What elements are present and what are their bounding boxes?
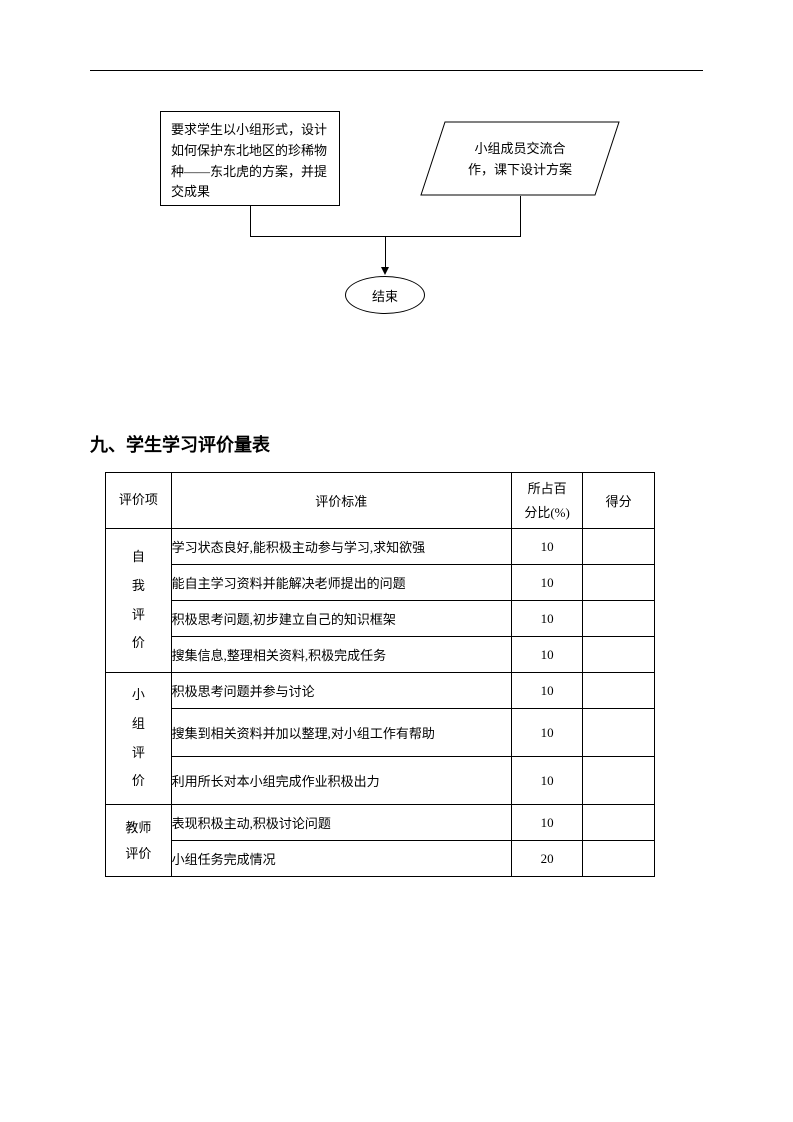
flowchart: 要求学生以小组形式，设计如何保护东北地区的珍稀物种——东北虎的方案，并提交成果 …: [90, 111, 703, 371]
score-cell: [583, 529, 655, 565]
table-header-row: 评价项 评价标准 所占百 分比(%) 得分: [106, 473, 655, 529]
standard-cell: 学习状态良好,能积极主动参与学习,求知欲强: [171, 529, 511, 565]
score-cell: [583, 709, 655, 757]
standard-cell: 能自主学习资料并能解决老师提出的问题: [171, 565, 511, 601]
table-row: 利用所长对本小组完成作业积极出力 10: [106, 757, 655, 805]
percent-cell: 10: [511, 565, 583, 601]
table-row: 积极思考问题,初步建立自己的知识框架 10: [106, 601, 655, 637]
flowchart-io-box: 小组成员交流合 作，课下设计方案: [420, 121, 620, 196]
percent-cell: 10: [511, 673, 583, 709]
table-row: 教师 评价 表现积极主动,积极讨论问题 10: [106, 805, 655, 841]
score-cell: [583, 637, 655, 673]
header-category: 评价项: [106, 473, 172, 529]
section-heading: 九、学生学习评价量表: [90, 431, 703, 457]
connector-line: [385, 236, 386, 269]
header-percent: 所占百 分比(%): [511, 473, 583, 529]
standard-cell: 积极思考问题并参与讨论: [171, 673, 511, 709]
connector-line: [520, 196, 521, 236]
score-cell: [583, 757, 655, 805]
page-top-rule: [90, 70, 703, 71]
standard-cell: 表现积极主动,积极讨论问题: [171, 805, 511, 841]
score-cell: [583, 673, 655, 709]
header-score: 得分: [583, 473, 655, 529]
table-row: 小组任务完成情况 20: [106, 841, 655, 877]
category-cell-self: 自 我 评 价: [106, 529, 172, 673]
standard-cell: 利用所长对本小组完成作业积极出力: [171, 757, 511, 805]
standard-cell: 搜集到相关资料并加以整理,对小组工作有帮助: [171, 709, 511, 757]
percent-cell: 10: [511, 601, 583, 637]
table-row: 搜集到相关资料并加以整理,对小组工作有帮助 10: [106, 709, 655, 757]
flowchart-terminator: 结束: [345, 276, 425, 314]
evaluation-table: 评价项 评价标准 所占百 分比(%) 得分 自 我 评 价 学习状态良好,能积极…: [105, 472, 655, 877]
standard-cell: 搜集信息,整理相关资料,积极完成任务: [171, 637, 511, 673]
table-row: 自 我 评 价 学习状态良好,能积极主动参与学习,求知欲强 10: [106, 529, 655, 565]
standard-cell: 小组任务完成情况: [171, 841, 511, 877]
score-cell: [583, 805, 655, 841]
flowchart-end-text: 结束: [372, 286, 398, 305]
percent-cell: 10: [511, 709, 583, 757]
header-standard: 评价标准: [171, 473, 511, 529]
percent-cell: 10: [511, 805, 583, 841]
arrow-icon: [381, 267, 389, 275]
score-cell: [583, 565, 655, 601]
score-cell: [583, 601, 655, 637]
flowchart-process-box: 要求学生以小组形式，设计如何保护东北地区的珍稀物种——东北虎的方案，并提交成果: [160, 111, 340, 206]
score-cell: [583, 841, 655, 877]
standard-cell: 积极思考问题,初步建立自己的知识框架: [171, 601, 511, 637]
page-content: 要求学生以小组形式，设计如何保护东北地区的珍稀物种——东北虎的方案，并提交成果 …: [90, 70, 703, 877]
percent-cell: 10: [511, 637, 583, 673]
category-cell-teacher: 教师 评价: [106, 805, 172, 877]
table-row: 搜集信息,整理相关资料,积极完成任务 10: [106, 637, 655, 673]
percent-cell: 20: [511, 841, 583, 877]
percent-cell: 10: [511, 529, 583, 565]
flowchart-io-text: 小组成员交流合 作，课下设计方案: [460, 139, 580, 181]
flowchart-process-text: 要求学生以小组形式，设计如何保护东北地区的珍稀物种——东北虎的方案，并提交成果: [171, 122, 327, 199]
table-row: 能自主学习资料并能解决老师提出的问题 10: [106, 565, 655, 601]
table-row: 小 组 评 价 积极思考问题并参与讨论 10: [106, 673, 655, 709]
connector-line: [250, 206, 251, 236]
category-cell-group: 小 组 评 价: [106, 673, 172, 805]
percent-cell: 10: [511, 757, 583, 805]
